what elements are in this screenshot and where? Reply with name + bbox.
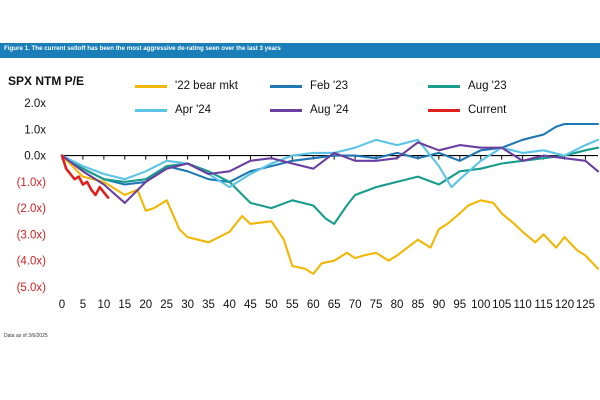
legend-swatch-apr-24: [135, 108, 167, 112]
series-line-5: [60, 154, 110, 199]
series-line-2: [60, 146, 600, 225]
x-tick-label-8: 40: [223, 299, 236, 311]
y-tick-label-3: (1.0x): [17, 177, 47, 189]
x-tick-label-13: 65: [328, 299, 341, 311]
y-tick-label-1: 1.0x: [24, 124, 46, 136]
x-tick-label-0: 0: [59, 299, 65, 311]
x-tick-label-16: 80: [391, 299, 404, 311]
y-tick-label-2: 0.0x: [24, 151, 46, 163]
legend-swatch-aug-24: [270, 108, 302, 112]
legend-label-current: Current: [468, 104, 507, 116]
x-tick-label-5: 25: [160, 299, 173, 311]
series-line-1: [60, 122, 600, 186]
legend: '22 bear mkt Feb '23 Aug '23 Apr '24 Aug…: [0, 0, 600, 130]
x-tick-label-18: 90: [432, 299, 445, 311]
y-tick-label-7: (5.0x): [17, 282, 47, 294]
legend-swatch-current: [428, 108, 460, 112]
legend-swatch-22-bear: [135, 84, 167, 88]
x-tick-label-4: 20: [139, 299, 152, 311]
x-tick-label-19: 95: [453, 299, 466, 311]
x-tick-label-23: 115: [534, 299, 552, 311]
data-date-note: Data as of 3/6/2025: [4, 333, 48, 339]
series-line-0: [60, 154, 600, 275]
legend-label-apr-24: Apr '24: [175, 104, 212, 116]
legend-label-feb-23: Feb '23: [310, 80, 348, 92]
x-tick-label-14: 70: [349, 299, 362, 311]
x-tick-label-17: 85: [412, 299, 425, 311]
figure-banner: Figure 1. The current selloff has been t…: [0, 43, 600, 58]
x-tick-label-20: 100: [471, 299, 490, 311]
legend-label-aug-24: Aug '24: [310, 104, 349, 116]
legend-label-aug-23: Aug '23: [468, 80, 507, 92]
legend-label-22-bear: '22 bear mkt: [175, 80, 238, 92]
x-tick-label-7: 35: [202, 299, 215, 311]
figure-caption: Figure 1. The current selloff has been t…: [4, 45, 281, 52]
y-tick-label-4: (2.0x): [17, 203, 47, 215]
legend-swatch-aug-23: [428, 84, 460, 88]
legend-item-22-bear: '22 bear mkt: [135, 80, 238, 92]
legend-swatch-feb-23: [270, 84, 302, 88]
x-tick-label-3: 15: [118, 299, 131, 311]
y-axis-title: SPX NTM P/E: [8, 74, 85, 88]
legend-item-feb-23: Feb '23: [270, 80, 348, 92]
x-tick-label-6: 30: [181, 299, 194, 311]
x-tick-label-11: 55: [286, 299, 299, 311]
x-tick-label-15: 75: [370, 299, 383, 311]
series-line-4: [60, 141, 600, 204]
x-tick-label-9: 45: [244, 299, 257, 311]
x-tick-label-25: 125: [576, 299, 595, 311]
series-lines: [60, 122, 600, 275]
y-tick-label-6: (4.0x): [17, 256, 47, 268]
legend-item-aug-24: Aug '24: [270, 104, 349, 116]
x-tick-label-12: 60: [307, 299, 320, 311]
y-tick-label-0: 2.0x: [24, 98, 46, 110]
x-tick-label-24: 120: [555, 299, 574, 311]
y-tick-labels: 2.0x 1.0x 0.0x (1.0x) (2.0x) (3.0x) (4.0x) (5.0…: [17, 98, 47, 294]
x-axis: 0 5 10 15 20 25 30 35 40 45 50 55 60 65 70 75 80 85 90 95 10…: [59, 154, 598, 311]
x-tick-label-22: 110: [513, 299, 531, 311]
y-tick-label-5: (3.0x): [17, 229, 47, 241]
x-tick-label-1: 5: [80, 299, 86, 311]
x-tick-label-2: 10: [97, 299, 110, 311]
x-tick-label-10: 50: [265, 299, 278, 311]
legend-item-aug-23: Aug '23: [428, 80, 507, 92]
x-tick-label-21: 105: [492, 299, 511, 311]
legend-item-apr-24: Apr '24: [135, 104, 211, 116]
series-line-3: [60, 138, 600, 189]
legend-item-current: Current: [428, 104, 506, 116]
